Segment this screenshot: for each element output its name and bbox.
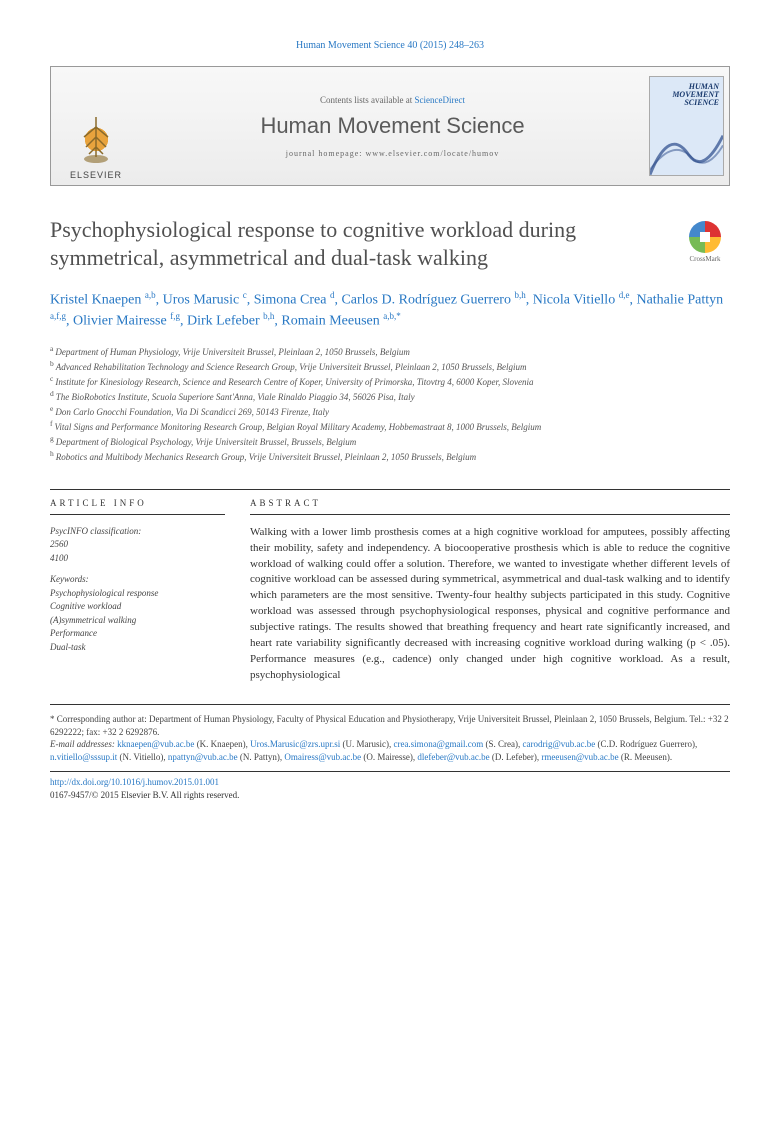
article-title: Psychophysiological response to cognitiv… <box>50 216 680 271</box>
affiliation-item: fVital Signs and Performance Monitoring … <box>50 419 730 433</box>
citation-header: Human Movement Science 40 (2015) 248–263 <box>50 40 730 51</box>
corresponding-text: Department of Human Physiology, Faculty … <box>50 714 729 737</box>
affiliation-item: dThe BioRobotics Institute, Scuola Super… <box>50 389 730 403</box>
psycinfo-code: 2560 <box>50 538 225 552</box>
affiliations-list: aDepartment of Human Physiology, Vrije U… <box>50 344 730 464</box>
abstract-column: ABSTRACT Walking with a lower limb prost… <box>250 490 730 684</box>
contents-available-line: Contents lists available at ScienceDirec… <box>320 95 465 105</box>
homepage-line: journal homepage: www.elsevier.com/locat… <box>286 149 500 158</box>
psycinfo-code: 4100 <box>50 552 225 566</box>
cover-thumbnail: HUMAN MOVEMENT SCIENCE <box>649 76 724 176</box>
email-who: (S. Crea), <box>483 739 522 749</box>
affiliation-item: cInstitute for Kinesiology Research, Sci… <box>50 374 730 388</box>
keyword-item: Cognitive workload <box>50 600 225 614</box>
publisher-name: ELSEVIER <box>70 170 122 180</box>
email-link[interactable]: dlefeber@vub.ac.be <box>417 752 489 762</box>
email-link[interactable]: Uros.Marusic@zrs.upr.si <box>250 739 340 749</box>
email-who: (R. Meeusen). <box>619 752 673 762</box>
affiliation-item: gDepartment of Biological Psychology, Vr… <box>50 434 730 448</box>
abstract-heading: ABSTRACT <box>250 490 730 515</box>
email-link[interactable]: rmeeusen@vub.ac.be <box>541 752 618 762</box>
keyword-item: Dual-task <box>50 641 225 655</box>
email-who: (N. Pattyn), <box>238 752 285 762</box>
crossmark-badge[interactable]: CrossMark <box>680 221 730 271</box>
homepage-url[interactable]: www.elsevier.com/locate/humov <box>365 149 499 158</box>
email-who: (C.D. Rodríguez Guerrero), <box>595 739 697 749</box>
doi-block: http://dx.doi.org/10.1016/j.humov.2015.0… <box>50 771 730 801</box>
emails-block: E-mail addresses: kknaepen@vub.ac.be (K.… <box>50 738 730 763</box>
cover-swirl-icon <box>650 116 723 175</box>
affiliation-item: aDepartment of Human Physiology, Vrije U… <box>50 344 730 358</box>
article-info-heading: ARTICLE INFO <box>50 490 225 515</box>
email-who: (N. Vitiello), <box>117 752 168 762</box>
email-link[interactable]: carodrig@vub.ac.be <box>522 739 595 749</box>
authors-list: Kristel Knaepen a,b, Uros Marusic c, Sim… <box>50 289 730 332</box>
psycinfo-label: PsycINFO classification: <box>50 525 225 539</box>
email-link[interactable]: npattyn@vub.ac.be <box>168 752 238 762</box>
banner-center: Contents lists available at ScienceDirec… <box>141 67 644 185</box>
homepage-prefix: journal homepage: <box>286 149 366 158</box>
keyword-item: (A)symmetrical walking <box>50 614 225 628</box>
affiliation-item: hRobotics and Multibody Mechanics Resear… <box>50 449 730 463</box>
email-link[interactable]: crea.simona@gmail.com <box>393 739 483 749</box>
crossmark-icon <box>689 221 721 253</box>
article-info-column: ARTICLE INFO PsycINFO classification: 25… <box>50 490 225 684</box>
email-link[interactable]: kknaepen@vub.ac.be <box>117 739 194 749</box>
cover-title-text: HUMAN MOVEMENT SCIENCE <box>672 83 719 107</box>
cover-thumbnail-block: HUMAN MOVEMENT SCIENCE <box>644 67 729 185</box>
email-link[interactable]: Omairess@vub.ac.be <box>284 752 361 762</box>
crossmark-label: CrossMark <box>689 255 720 263</box>
abstract-text: Walking with a lower limb prosthesis com… <box>250 525 730 684</box>
email-who: (D. Lefeber), <box>490 752 542 762</box>
contents-prefix: Contents lists available at <box>320 95 414 105</box>
journal-banner: ELSEVIER Contents lists available at Sci… <box>50 66 730 186</box>
affiliation-item: eDon Carlo Gnocchi Foundation, Via Di Sc… <box>50 404 730 418</box>
corresponding-label: * Corresponding author at: <box>50 714 149 724</box>
affiliation-item: bAdvanced Rehabilitation Technology and … <box>50 359 730 373</box>
journal-name: Human Movement Science <box>260 113 524 139</box>
elsevier-tree-icon <box>69 112 124 167</box>
emails-label: E-mail addresses: <box>50 739 117 749</box>
footnotes: * Corresponding author at: Department of… <box>50 704 730 763</box>
doi-link[interactable]: http://dx.doi.org/10.1016/j.humov.2015.0… <box>50 777 219 787</box>
issn-copyright: 0167-9457/© 2015 Elsevier B.V. All right… <box>50 790 239 800</box>
email-who: (K. Knaepen), <box>194 739 250 749</box>
email-who: (U. Marusic), <box>340 739 393 749</box>
publisher-logo-block: ELSEVIER <box>51 67 141 185</box>
email-who: (O. Mairesse), <box>361 752 417 762</box>
keyword-item: Psychophysiological response <box>50 587 225 601</box>
keywords-label: Keywords: <box>50 573 225 587</box>
email-link[interactable]: n.vitiello@sssup.it <box>50 752 117 762</box>
keyword-item: Performance <box>50 627 225 641</box>
sciencedirect-link[interactable]: ScienceDirect <box>415 95 465 105</box>
corresponding-author-note: * Corresponding author at: Department of… <box>50 713 730 738</box>
